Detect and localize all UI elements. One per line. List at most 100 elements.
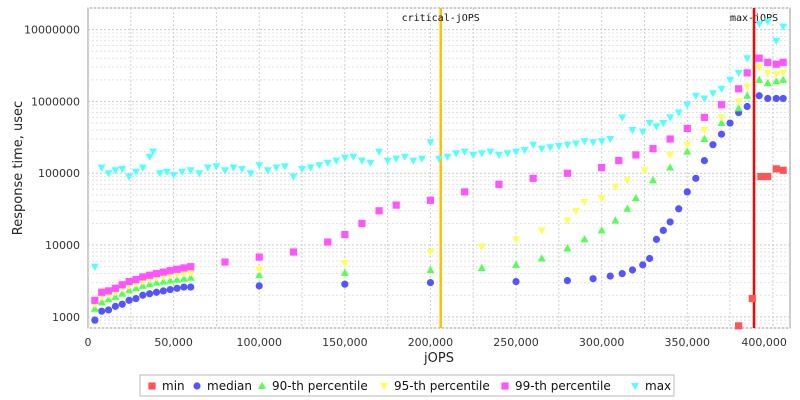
point-max [659, 120, 668, 128]
point-max [97, 164, 106, 172]
point-90-th-percentile [649, 176, 658, 184]
marker-label: max-jOPS [730, 13, 778, 24]
point-max [469, 151, 478, 160]
legend-label-90-th-percentile: 90-th percentile [272, 379, 368, 393]
point-99-th-percentile [375, 207, 383, 215]
point-median [98, 307, 106, 315]
point-99-th-percentile [495, 180, 503, 188]
point-max [246, 170, 255, 178]
point-max [435, 155, 443, 163]
point-max [169, 171, 178, 180]
point-max [131, 168, 140, 176]
point-max [125, 173, 134, 181]
point-median [717, 130, 726, 138]
point-95-th-percentile [734, 98, 743, 106]
point-90-th-percentile [683, 147, 692, 155]
point-95-th-percentile [779, 69, 788, 78]
point-95-th-percentile [563, 217, 572, 225]
point-median [91, 316, 99, 324]
point-max [486, 148, 495, 156]
point-99-th-percentile [779, 58, 787, 66]
point-95-th-percentile [611, 183, 620, 191]
point-max [400, 153, 409, 161]
x-tick-label: 0 [85, 336, 92, 349]
point-max [145, 153, 154, 161]
point-median [341, 280, 349, 288]
point-90-th-percentile [173, 275, 182, 283]
point-median [755, 92, 763, 100]
point-95-th-percentile [255, 266, 264, 274]
point-max [606, 135, 615, 144]
point-max [383, 157, 392, 165]
point-median [173, 284, 181, 292]
point-95-th-percentile [179, 270, 188, 278]
point-max [571, 140, 580, 148]
point-median [726, 119, 734, 127]
point-90-th-percentile [611, 216, 620, 224]
legend-swatch-median [193, 382, 201, 390]
point-99-th-percentile [166, 267, 174, 275]
point-max [104, 170, 113, 178]
point-90-th-percentile [597, 226, 606, 234]
point-max [743, 55, 752, 63]
point-90-th-percentile [772, 77, 781, 85]
point-max [628, 127, 637, 135]
point-95-th-percentile [173, 271, 182, 279]
point-max [340, 154, 349, 162]
point-max [652, 123, 661, 131]
point-max [563, 141, 572, 149]
point-max [306, 164, 315, 172]
point-99-th-percentile [118, 281, 126, 289]
point-95-th-percentile [623, 177, 632, 185]
point-95-th-percentile [666, 151, 675, 160]
point-90-th-percentile [118, 289, 127, 297]
point-90-th-percentile [152, 278, 161, 286]
point-99-th-percentile [598, 163, 606, 172]
point-95-th-percentile [580, 198, 589, 207]
point-max [708, 90, 717, 98]
point-95-th-percentile [755, 64, 764, 72]
y-tick-label: 1000 [52, 311, 80, 324]
point-min [735, 322, 743, 330]
point-max [118, 165, 127, 174]
point-99-th-percentile [735, 85, 743, 93]
legend-swatch-min [148, 382, 156, 390]
point-max [645, 120, 654, 128]
point-median [146, 290, 154, 298]
point-99-th-percentile [289, 248, 298, 256]
point-99-th-percentile [764, 58, 772, 66]
point-max [195, 170, 204, 178]
point-median [589, 275, 597, 283]
point-median [139, 291, 147, 299]
point-max [272, 164, 281, 172]
plot-area [87, 7, 791, 329]
point-median [104, 306, 113, 314]
point-max [529, 141, 538, 149]
point-median [159, 287, 167, 295]
point-median [743, 102, 751, 111]
point-95-th-percentile [640, 167, 649, 175]
point-max [212, 163, 221, 171]
point-max [537, 145, 546, 153]
point-median [606, 272, 614, 280]
legend-swatch-95-th-percentile [380, 383, 388, 391]
point-99-th-percentile [152, 270, 161, 278]
x-tick-label: 300,000 [579, 336, 625, 349]
point-median [132, 294, 140, 303]
point-max [149, 148, 158, 156]
point-max [755, 20, 764, 29]
point-max [638, 128, 647, 136]
legend-box [139, 374, 675, 397]
legend-label-median: median [207, 379, 252, 393]
point-max [779, 23, 788, 31]
point-max [772, 37, 781, 45]
point-99-th-percentile [187, 263, 195, 271]
point-max [255, 162, 264, 170]
point-95-th-percentile [537, 227, 546, 235]
point-max [546, 144, 555, 152]
point-99-th-percentile [461, 188, 469, 196]
point-median [563, 276, 572, 285]
point-max [289, 173, 298, 181]
point-max [443, 153, 452, 161]
point-99-th-percentile [341, 230, 349, 239]
